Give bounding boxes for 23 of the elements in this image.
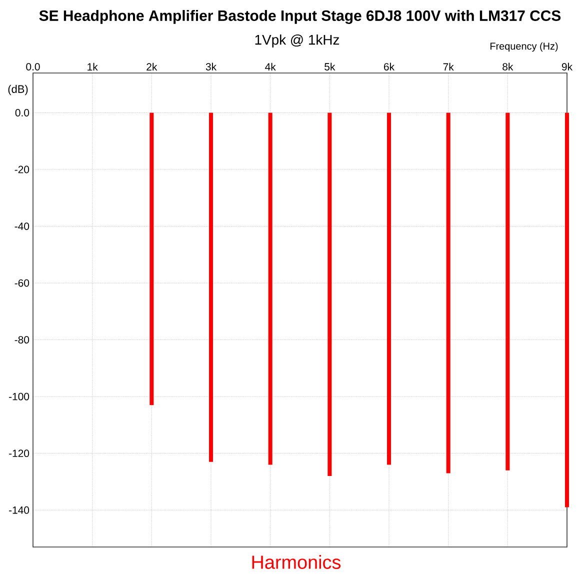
y-tick-label: -20 [14, 166, 30, 174]
x-tick-label: 1k [88, 62, 98, 70]
x-axis-title: Frequency (Hz) [490, 42, 558, 52]
x-tick-label: 6k [384, 62, 395, 70]
x-tick-label: 2k [146, 62, 158, 70]
chart-title: SE Headphone Amplifier Bastode Input Stage 6DJ8 100V with LM317 CCS [39, 10, 561, 24]
y-tick-label: -140 [9, 506, 30, 514]
x-tick-label: 9k [562, 62, 573, 70]
x-tick-label: 3k [206, 62, 217, 70]
y-tick-label: 0.0 [15, 109, 30, 116]
y-tick-label: -100 [9, 392, 30, 400]
x-tick-label: 8k [502, 62, 514, 70]
y-tick-label: -80 [14, 336, 30, 344]
y-axis-title: (dB) [8, 84, 28, 96]
x-tick-label: 7k [443, 62, 454, 70]
x-tick-label: 5k [324, 62, 336, 70]
x-tick-label: 4k [265, 62, 276, 70]
x-tick-label: 0.0 [26, 63, 40, 70]
text: Harmonics [252, 555, 341, 569]
y-tick-label: -120 [9, 450, 30, 458]
chart-subtitle: 1Vpk @ 1kHz [255, 34, 340, 48]
y-tick-label: -60 [14, 279, 30, 287]
y-tick-label: -40 [14, 222, 30, 230]
